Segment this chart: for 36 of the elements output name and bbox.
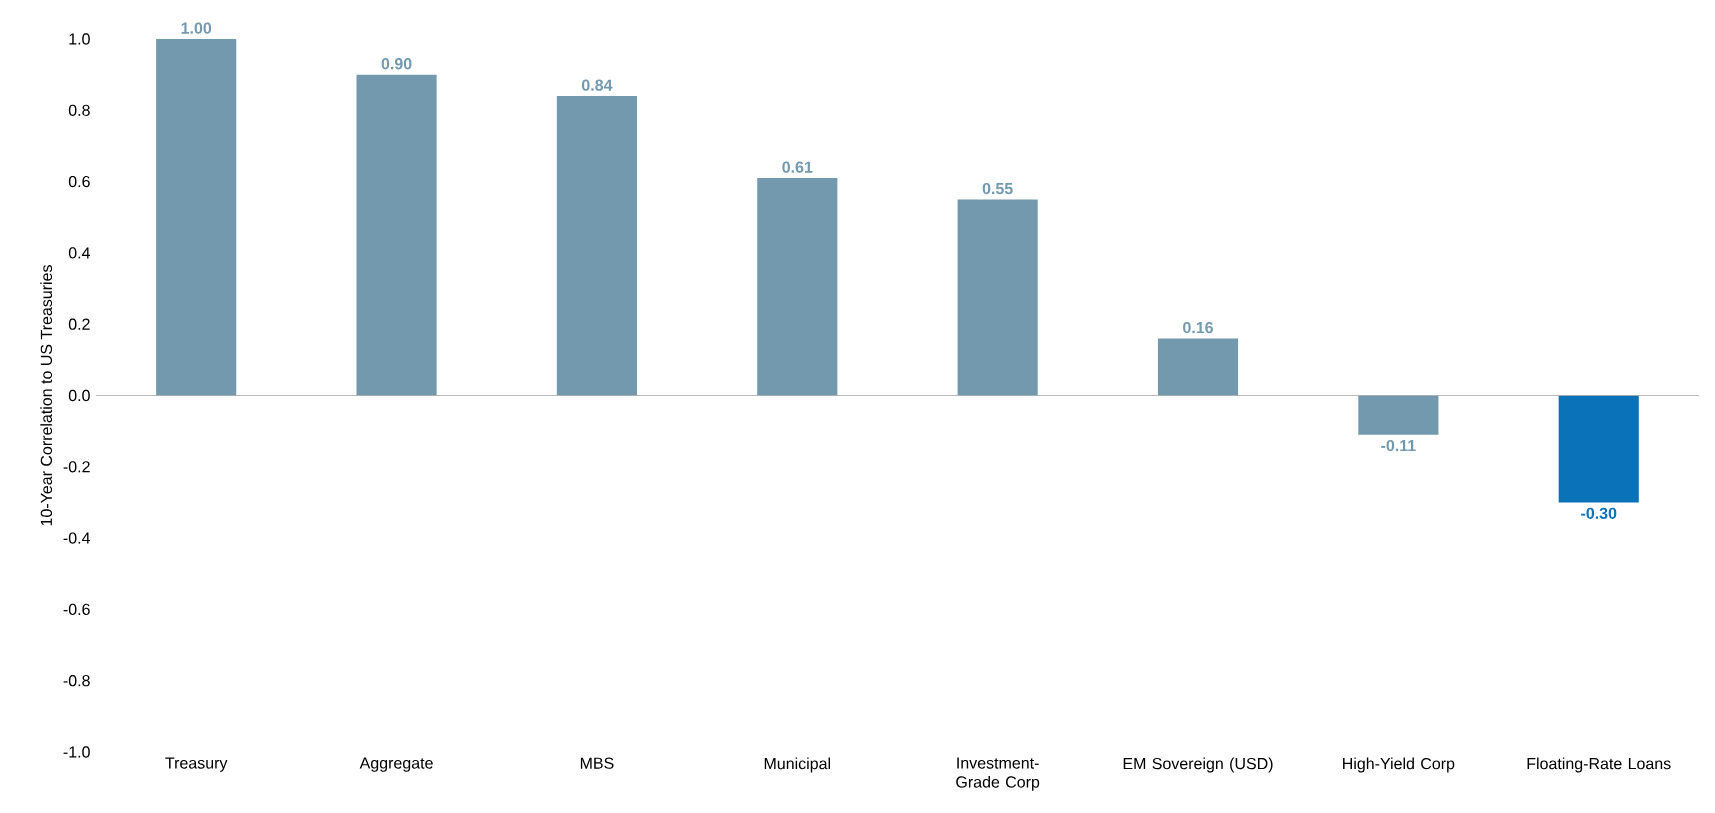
x-tick-label: Aggregate: [359, 757, 433, 772]
data-label: 0.84: [581, 79, 613, 91]
data-label: -0.30: [1581, 507, 1617, 519]
bar: [957, 199, 1038, 396]
bar: [556, 96, 637, 396]
y-tick-label: 0.8: [68, 104, 90, 116]
bar: [156, 38, 237, 396]
data-label: 1.00: [181, 22, 212, 34]
x-tick-label: EM Sovereign (USD): [1123, 757, 1273, 773]
bar: [356, 74, 437, 396]
y-tick-label: -0.8: [63, 675, 90, 687]
x-tick-label: Municipal: [764, 757, 830, 773]
y-tick-label: -0.2: [63, 461, 90, 473]
bar: [757, 178, 838, 396]
y-tick-label: -0.6: [63, 603, 90, 616]
y-tick-label: -1.0: [63, 746, 90, 758]
bar: [1157, 338, 1239, 396]
y-tick-label: 0.0: [68, 389, 90, 402]
bar: [1358, 395, 1439, 435]
x-tick-label: Investment-Grade Corp: [956, 757, 1040, 791]
data-label: 0.90: [381, 58, 412, 70]
data-label: 0.55: [982, 182, 1013, 195]
data-label: -0.11: [1381, 439, 1416, 452]
data-label: 0.16: [1183, 321, 1213, 334]
x-tick-label: High-Yield Corp: [1343, 757, 1455, 773]
y-tick-label: 1.0: [69, 33, 90, 45]
bar: [1558, 395, 1639, 503]
x-tick-label: MBS: [580, 757, 614, 769]
x-tick-label: Treasury: [165, 757, 228, 772]
x-tick-label: Floating-Rate Loans: [1527, 757, 1671, 773]
y-axis-title: 10-Year Correlation to US Treasuries: [40, 265, 53, 526]
y-tick-label: -0.4: [63, 532, 90, 544]
y-tick-label: 0.2: [68, 318, 90, 330]
y-tick-label: 0.4: [68, 247, 90, 259]
y-tick-label: 0.6: [68, 175, 90, 188]
data-label: 0.61: [782, 161, 813, 173]
